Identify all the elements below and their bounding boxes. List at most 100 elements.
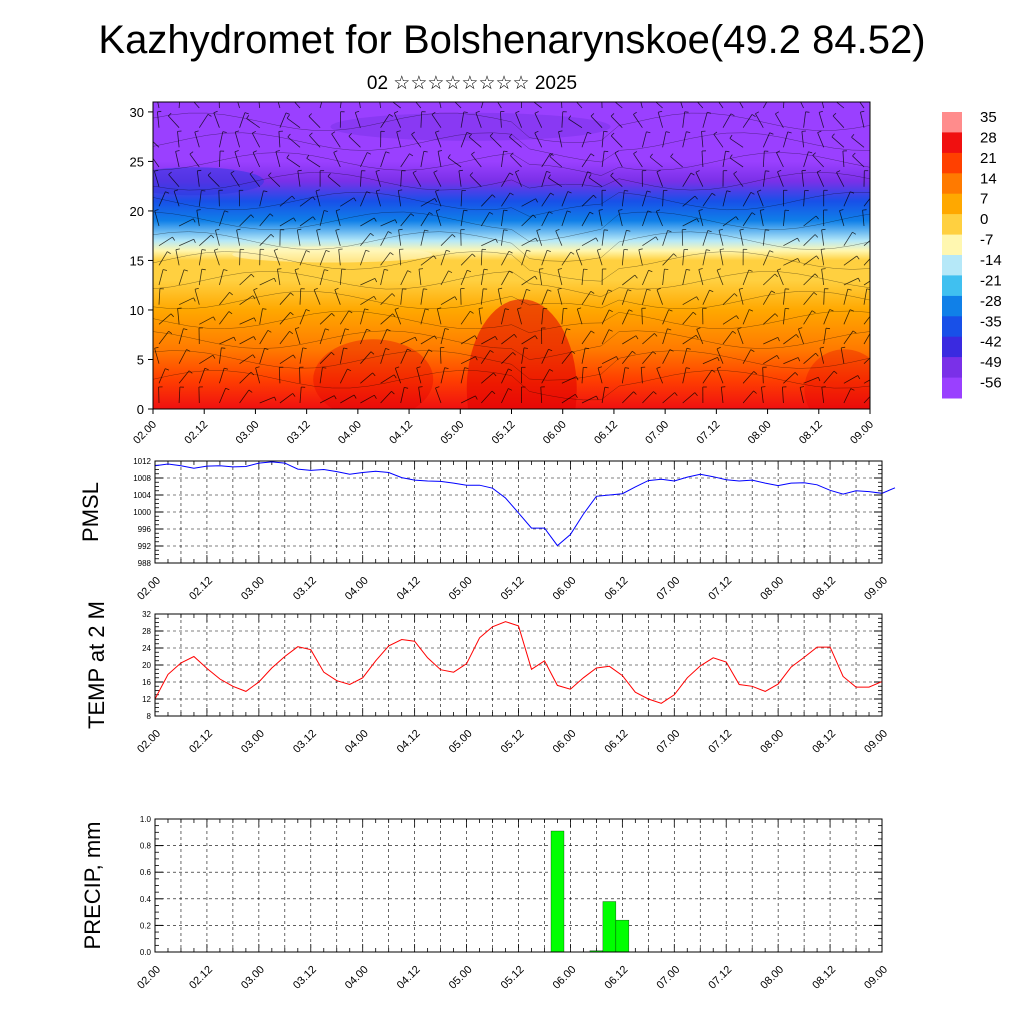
wind-barb-flag <box>670 153 674 157</box>
wind-barb-flag <box>832 95 835 98</box>
wind-barb-flag <box>292 354 296 359</box>
wind-barb-flag <box>437 92 441 93</box>
wind-barb <box>239 214 252 227</box>
wind-barb <box>277 269 281 286</box>
wind-barb-flag <box>252 354 256 359</box>
wind-barb <box>460 210 464 227</box>
wind-barb <box>862 210 865 227</box>
x-tick-label: 02.12 <box>187 575 215 603</box>
wind-barb-flag <box>394 111 399 114</box>
wind-barb-flag <box>696 218 700 223</box>
x-tick-label: 02.12 <box>182 419 210 447</box>
wind-barb <box>234 151 240 168</box>
wind-barb-flag <box>331 352 335 356</box>
wind-barb <box>501 172 510 187</box>
wind-barb <box>561 111 564 128</box>
y-tick-label: 1004 <box>133 491 151 500</box>
wind-barb <box>832 115 845 128</box>
y-tick-label: 20 <box>130 204 144 219</box>
wind-barb <box>818 112 825 128</box>
wind-barb <box>380 219 396 227</box>
wind-barb-flag <box>285 112 290 115</box>
wind-barb-flag <box>739 228 744 231</box>
wind-barb <box>447 157 462 168</box>
x-tick-label: 06.12 <box>603 575 631 603</box>
y-tick-label: 15 <box>130 253 144 268</box>
wind-barb <box>435 210 442 227</box>
colorbar-swatch <box>942 255 962 276</box>
wind-barb-flag <box>475 110 480 113</box>
wind-barb-flag <box>733 171 738 175</box>
wind-barb <box>219 210 225 227</box>
x-tick-label: 05.00 <box>447 728 475 756</box>
wind-barb-flag <box>632 350 636 355</box>
x-tick-label: 03.12 <box>291 575 319 603</box>
wind-barb-flag <box>228 311 233 315</box>
wind-barb-flag <box>656 169 661 173</box>
wind-barb <box>501 270 510 286</box>
wind-barb <box>682 111 686 128</box>
wind-barb-flag <box>230 170 235 174</box>
warm-core <box>466 299 577 409</box>
x-tick-label: 04.12 <box>395 728 423 756</box>
wind-barb <box>219 347 222 364</box>
x-tick-label: 03.00 <box>234 419 262 447</box>
x-tick-label: 08.00 <box>758 728 786 756</box>
wind-barb <box>621 367 626 384</box>
x-tick-label: 02.12 <box>187 964 215 992</box>
wind-barb <box>601 102 603 109</box>
wind-barb <box>601 356 617 365</box>
wind-barb-flag <box>475 356 478 361</box>
wind-barb <box>783 102 785 109</box>
contour-line <box>153 350 870 381</box>
wind-barb <box>843 191 851 207</box>
wind-barb-flag <box>534 275 538 280</box>
wind-barb <box>860 112 865 128</box>
wind-barb <box>722 330 733 345</box>
colorbar-swatch <box>942 316 962 338</box>
wind-barb <box>501 368 509 384</box>
wind-barb-flag <box>291 195 296 200</box>
wind-barb-flag <box>212 354 216 359</box>
wind-barb-flag <box>872 330 875 332</box>
wind-barb-flag <box>860 110 865 113</box>
wind-barb-flag <box>549 153 553 157</box>
x-tick-label: 05.12 <box>499 575 527 603</box>
x-tick-label: 03.00 <box>239 964 267 992</box>
wind-barb <box>393 112 402 128</box>
wind-barb-flag <box>215 228 220 231</box>
wind-barb-flag <box>515 170 520 173</box>
wind-barb <box>299 216 314 227</box>
wind-barb <box>821 102 825 109</box>
wind-barb-flag <box>375 169 380 172</box>
wind-barb <box>521 347 525 364</box>
wind-barb-flag <box>646 131 651 134</box>
wind-barb <box>480 102 484 109</box>
wind-barb-flag <box>815 352 819 357</box>
wind-barb-flag <box>416 366 421 369</box>
wind-barb-flag <box>389 252 394 256</box>
wind-barb <box>168 115 180 128</box>
wind-barb <box>831 136 845 148</box>
wind-barb <box>400 288 403 305</box>
wind-barb <box>638 249 643 266</box>
wind-barb-flag <box>832 112 837 117</box>
x-tick-label: 09.00 <box>862 728 890 756</box>
wind-barb <box>843 388 852 404</box>
wind-barb <box>757 191 764 207</box>
wind-barb <box>682 269 687 286</box>
wind-barb <box>817 132 825 148</box>
wind-barb-flag <box>290 311 294 316</box>
wind-barb <box>239 317 255 325</box>
wind-barb <box>480 288 484 305</box>
wind-barb-flag <box>343 347 348 350</box>
wind-barb-flag <box>335 209 341 211</box>
wind-barb <box>460 288 462 305</box>
wind-barb-flag <box>829 309 834 312</box>
wind-barb <box>682 348 688 364</box>
colorbar-swatch <box>942 193 962 215</box>
x-tick-label: 04.00 <box>343 728 371 756</box>
wind-barb-flag <box>448 270 453 274</box>
wind-barb-flag <box>248 389 253 393</box>
wind-barb <box>394 309 402 325</box>
